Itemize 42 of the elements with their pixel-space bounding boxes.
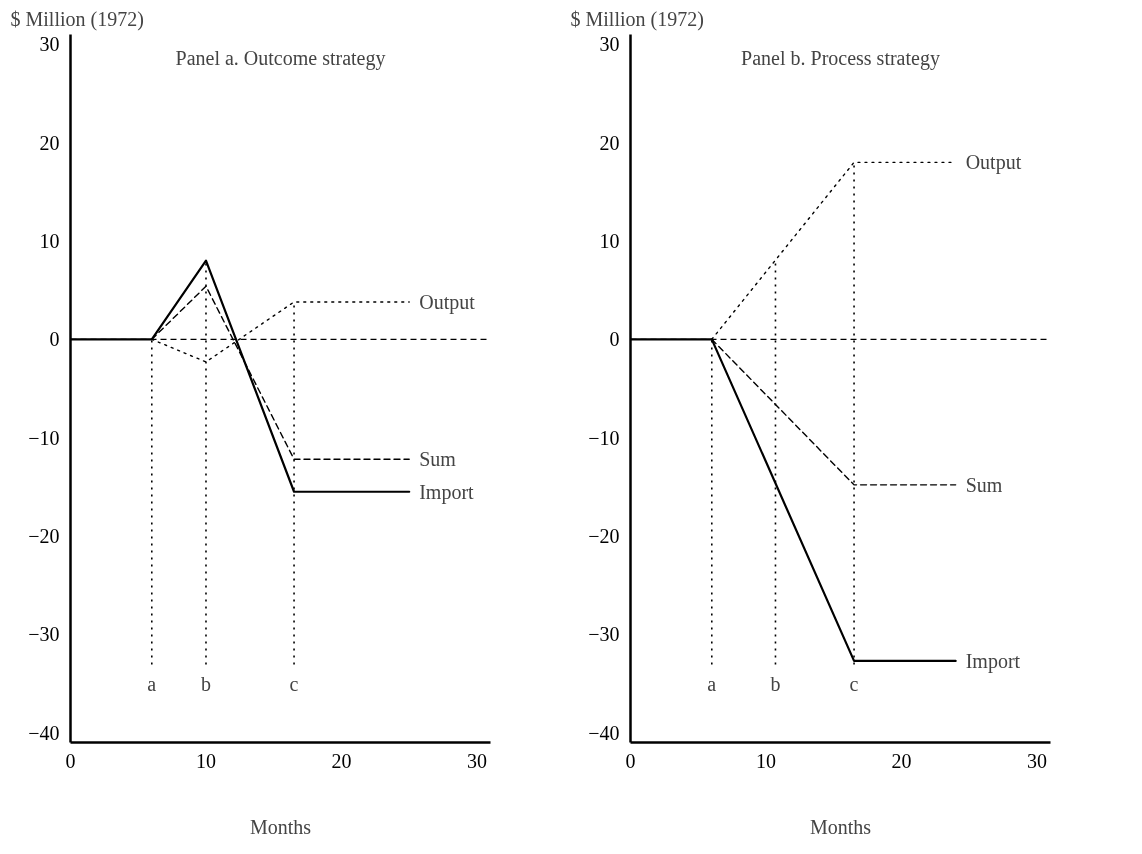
y-axis-title: $ Million (1972) xyxy=(10,7,144,31)
y-tick-label: −40 xyxy=(588,721,620,744)
x-tick-label: 10 xyxy=(755,749,776,772)
x-tick-label: 10 xyxy=(195,749,216,772)
y-tick-label: −30 xyxy=(28,623,60,646)
y-tick-label: 10 xyxy=(39,230,60,252)
x-tick-label: 30 xyxy=(1026,749,1047,772)
y-tick-label: −10 xyxy=(28,426,60,449)
y-tick-label: 30 xyxy=(599,33,620,56)
text: Panel b. Process strategy xyxy=(741,46,940,70)
x-axis-title: Months xyxy=(249,815,312,838)
x-tick-label: 30 xyxy=(466,749,487,772)
y-tick-label: 0 xyxy=(49,328,60,351)
y-tick-label: 10 xyxy=(599,230,620,252)
ref-line-label: b xyxy=(770,672,781,695)
ref-line-label: a xyxy=(147,672,157,695)
y-tick-label: 30 xyxy=(39,33,60,56)
y-tick-label: −40 xyxy=(28,721,60,744)
y-tick-label: −20 xyxy=(588,525,620,547)
series-label: Import xyxy=(419,480,475,504)
x-tick-label: 20 xyxy=(891,749,912,772)
ref-line-label: c xyxy=(289,672,299,695)
series-label: Output xyxy=(965,151,1022,175)
series-label: Sum xyxy=(419,448,457,471)
y-tick-label: −20 xyxy=(28,525,60,547)
y-axis-title: $ Million (1972) xyxy=(570,7,704,31)
ref-line-label: c xyxy=(849,672,859,695)
x-axis-title: Months xyxy=(809,815,872,838)
series-label: Output xyxy=(419,290,476,314)
y-tick-label: 0 xyxy=(609,328,620,351)
x-tick-label: 0 xyxy=(625,749,636,772)
text: Panel a. Outcome strategy xyxy=(175,46,386,70)
series-label: Import xyxy=(965,649,1021,673)
ref-line-label: b xyxy=(200,672,211,695)
ref-line-label: a xyxy=(707,672,717,695)
y-tick-label: −30 xyxy=(588,623,620,646)
y-tick-label: 20 xyxy=(39,131,60,154)
series-label: Sum xyxy=(965,473,1003,496)
y-tick-label: 20 xyxy=(599,131,620,154)
x-tick-label: 0 xyxy=(65,749,76,772)
x-tick-label: 20 xyxy=(331,749,352,772)
y-tick-label: −10 xyxy=(588,426,620,449)
